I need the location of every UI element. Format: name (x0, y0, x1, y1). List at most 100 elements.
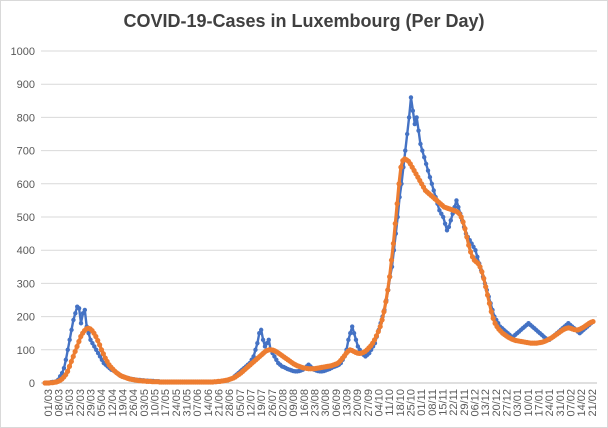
series-point-0 (353, 337, 359, 343)
series-point-0 (448, 218, 453, 223)
series-point-0 (444, 228, 450, 233)
series-point-0 (406, 115, 412, 120)
series-point-1 (76, 338, 82, 345)
x-tick-label: 30/08 (320, 389, 332, 417)
series-point-1 (383, 299, 389, 305)
x-tick-label: 24/05 (171, 389, 183, 417)
x-tick-label: 24/01 (544, 389, 556, 417)
series-point-0 (420, 148, 425, 153)
series-point-1 (394, 201, 400, 207)
series-point-0 (90, 340, 95, 346)
x-tick-label: 31/05 (182, 389, 194, 417)
x-tick-label: 17/01 (534, 389, 546, 417)
series-point-1 (488, 309, 494, 315)
series-point-0 (61, 365, 67, 371)
series-point-0 (67, 337, 72, 343)
series-point-0 (80, 311, 86, 316)
series-point-1 (392, 221, 398, 227)
series-point-1 (70, 353, 76, 360)
y-tick-label: 500 (17, 212, 35, 224)
x-tick-label: 21/02 (587, 389, 599, 417)
series-point-1 (387, 274, 393, 280)
series-point-0 (355, 344, 361, 349)
series-point-0 (423, 161, 429, 167)
series-point-0 (418, 141, 423, 147)
x-tick-label: 12/07 (246, 389, 258, 417)
series-point-0 (76, 306, 82, 311)
x-tick-label: 17/05 (160, 389, 172, 417)
x-tick-label: 25/10 (406, 389, 418, 417)
series-point-0 (93, 347, 99, 352)
x-tick-label: 05/04 (96, 389, 108, 417)
series-point-0 (272, 354, 277, 359)
x-tick-label: 07/06 (192, 389, 204, 417)
series-point-0 (425, 168, 431, 173)
series-point-0 (429, 181, 435, 186)
series-point-0 (97, 354, 103, 359)
series-point-0 (92, 344, 97, 349)
series-point-0 (255, 340, 260, 346)
x-tick-label: 12/04 (107, 389, 119, 417)
series-point-1 (68, 358, 74, 365)
x-tick-label: 10/05 (150, 389, 162, 417)
x-tick-label: 08/11 (427, 389, 439, 416)
series-point-0 (274, 357, 279, 362)
x-tick-label: 01/11 (416, 389, 428, 416)
series-point-0 (348, 331, 353, 336)
series-point-0 (59, 370, 65, 376)
y-tick-label: 1000 (11, 46, 35, 58)
x-tick-label: 01/03 (43, 389, 55, 417)
y-tick-label: 700 (17, 146, 35, 158)
series-point-1 (385, 287, 391, 293)
series-point-1 (72, 348, 78, 355)
series-point-1 (462, 226, 468, 232)
series-point-1 (373, 333, 380, 339)
series-point-0 (258, 327, 264, 333)
series-point-1 (484, 292, 491, 298)
x-tick-label: 14/02 (576, 389, 588, 417)
series-point-1 (396, 181, 402, 187)
series-point-1 (371, 337, 378, 343)
series-point-1 (377, 323, 383, 330)
series-point-1 (98, 347, 105, 353)
y-tick-label: 900 (17, 79, 35, 91)
series-point-0 (82, 307, 88, 313)
series-point-1 (379, 317, 385, 323)
x-tick-label: 08/03 (54, 389, 66, 417)
x-tick-label: 07/02 (566, 389, 578, 417)
y-tick-label: 600 (17, 179, 35, 191)
series-point-0 (410, 108, 416, 113)
series-point-0 (442, 221, 448, 226)
series-point-0 (78, 321, 84, 326)
series-point-0 (414, 115, 419, 120)
x-tick-label: 13/12 (480, 389, 492, 417)
series-point-1 (64, 368, 71, 374)
x-tick-label: 03/05 (139, 389, 151, 417)
x-tick-label: 09/08 (288, 389, 300, 417)
x-tick-label: 21/06 (214, 389, 226, 417)
x-tick-label: 02/08 (278, 389, 290, 417)
y-tick-label: 100 (17, 345, 35, 357)
series-point-0 (437, 208, 442, 213)
x-tick-label: 15/11 (438, 389, 450, 416)
series-point-1 (97, 342, 103, 348)
series-point-0 (456, 204, 461, 210)
series-point-0 (346, 337, 351, 343)
series-point-0 (253, 347, 258, 352)
x-tick-label: 31/01 (555, 389, 567, 417)
series-point-0 (349, 324, 355, 329)
series-point-1 (464, 234, 470, 240)
y-tick-label: 800 (17, 112, 35, 124)
series-point-0 (351, 331, 357, 336)
x-tick-label: 22/11 (448, 389, 460, 416)
y-tick-label: 300 (17, 278, 35, 290)
series-point-1 (388, 257, 395, 263)
series-point-0 (95, 350, 101, 356)
series-point-0 (408, 95, 414, 100)
series-point-1 (66, 363, 73, 369)
series-point-1 (481, 275, 487, 282)
series-point-0 (404, 131, 410, 137)
series-point-0 (473, 248, 478, 253)
